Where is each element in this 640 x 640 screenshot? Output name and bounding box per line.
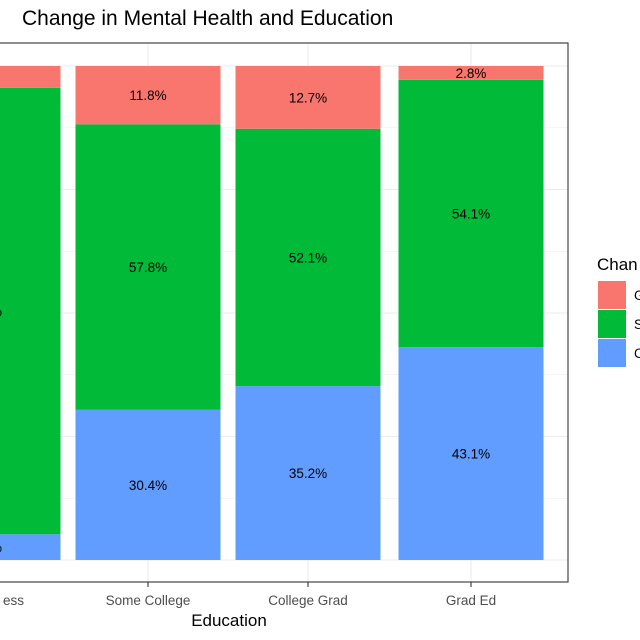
data-label: 52.1%	[289, 250, 327, 265]
chart-title: Change in Mental Health and Education	[22, 7, 393, 30]
data-label: 2.8%	[456, 66, 487, 81]
bar-segment-c-0	[0, 534, 61, 560]
legend-label: C	[634, 346, 640, 361]
data-label: 35.2%	[289, 466, 327, 481]
bar-segment-g-2	[235, 66, 381, 129]
legend-key-s	[598, 310, 626, 338]
bar-segment-c-3	[398, 347, 544, 560]
x-axis: ess Some College College Grad Grad Ed	[3, 582, 496, 608]
bar-segment-g-3	[398, 66, 544, 80]
bars-group	[0, 66, 544, 560]
legend-title: Chan	[597, 255, 638, 274]
legend-key-c	[598, 339, 626, 367]
bar-segment-s-2	[235, 128, 381, 387]
bar-segment-g-1	[75, 66, 221, 125]
x-tick-label: ess	[3, 593, 24, 608]
data-label: 11.8%	[129, 88, 166, 103]
x-tick-label: College Grad	[268, 593, 348, 608]
bar-segment-s-1	[75, 124, 221, 410]
data-label: %	[0, 540, 2, 555]
data-label: 57.8%	[129, 260, 167, 275]
x-tick-label: Grad Ed	[446, 593, 496, 608]
legend-key-g	[598, 281, 626, 309]
data-label: 43.1%	[452, 447, 490, 462]
bar-segment-s-0	[0, 87, 61, 535]
x-axis-title: Education	[191, 611, 267, 630]
panel-border	[0, 42, 569, 583]
data-label: 12.7%	[289, 90, 327, 105]
bar-segment-g-0	[0, 66, 61, 88]
data-label: 54.1%	[452, 206, 490, 221]
bar-segment-s-3	[398, 79, 544, 348]
data-label: %	[0, 304, 2, 319]
bar-segment-c-1	[75, 409, 221, 560]
bar-segment-c-2	[235, 386, 381, 560]
legend-label: S	[634, 317, 640, 332]
x-tick-label: Some College	[106, 593, 191, 608]
legend: Chan GSC	[597, 255, 640, 367]
data-label: 30.4%	[129, 478, 167, 493]
legend-label: G	[634, 288, 640, 303]
data-labels-group: %% 30.4% 57.8% 11.8% 35.2% 52.1% 12.7% 43.1% 54.…	[0, 66, 490, 555]
